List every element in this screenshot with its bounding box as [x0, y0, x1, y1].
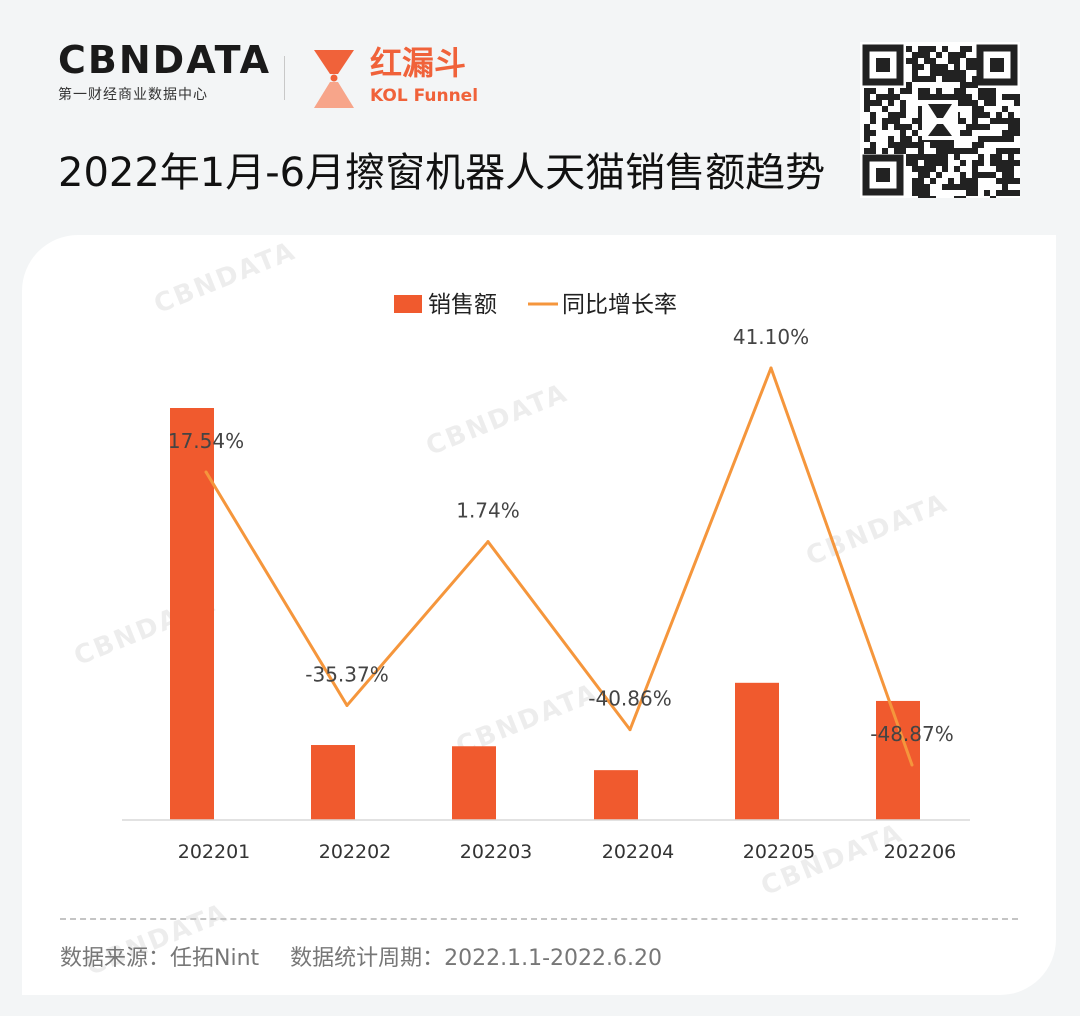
data-label-202204: -40.86% [588, 687, 671, 711]
bar-202206 [876, 700, 920, 820]
header: CBNDATA 第一财经商业数据中心 红漏斗 KOL Funnel 2022年1… [0, 0, 1080, 230]
data-source: 数据来源：任拓Nint [60, 946, 260, 971]
sales-trend-chart: 销售额 同比增长率 17.54% -35.37% 1.74% -40.86% 41.10%… [122, 292, 970, 863]
brand-divider [284, 56, 285, 100]
line-series [204, 366, 914, 767]
chart-card: CBNDATA CBNDATA CBNDATA CBNDATA CBNDATA … [22, 235, 1056, 995]
data-label-202203: 1.74% [456, 499, 520, 523]
bar-series [170, 408, 920, 820]
chart-legend: 销售额 同比增长率 [394, 292, 677, 318]
footer-source: 数据来源：任拓Nint 数据统计周期：2022.1.1-2022.6.20 [60, 940, 686, 972]
data-label-202206: -48.87% [870, 722, 953, 746]
page-title: 2022年1月-6月擦窗机器人天猫销售额趋势 [58, 150, 826, 196]
bar-202201 [170, 408, 214, 820]
bar-202203 [452, 746, 496, 820]
x-tick-labels: 202201 202202 202203 202204 202205 202206 [178, 841, 957, 863]
x-tick-202205: 202205 [743, 841, 816, 863]
x-tick-202203: 202203 [460, 841, 533, 863]
bar-202204 [594, 770, 638, 820]
growth-rate-line [204, 366, 914, 766]
cbndata-logo-text: CBNDATA [58, 38, 272, 82]
data-label-202201: 17.54% [168, 429, 244, 453]
line-point-202204 [628, 728, 632, 732]
cbndata-logo: CBNDATA 第一财经商业数据中心 [58, 40, 271, 104]
line-point-202205 [769, 366, 773, 370]
x-tick-202201: 202201 [178, 841, 251, 863]
legend-swatch-sales [394, 295, 422, 313]
line-point-202203 [486, 540, 490, 544]
x-tick-202206: 202206 [884, 841, 957, 863]
data-period: 数据统计周期：2022.1.1-2022.6.20 [290, 946, 663, 971]
bar-202205 [735, 682, 779, 820]
x-tick-202204: 202204 [602, 841, 675, 863]
line-point-202202 [345, 703, 349, 707]
x-tick-202202: 202202 [319, 841, 392, 863]
line-point-202206 [910, 763, 914, 767]
cbndata-subtitle: 第一财经商业数据中心 [58, 87, 208, 103]
data-label-202205: 41.10% [733, 325, 809, 349]
kol-funnel-en: KOL Funnel [370, 86, 479, 106]
kol-funnel-cn: 红漏斗 [370, 44, 467, 82]
bar-202202 [311, 745, 355, 820]
legend-label-sales: 销售额 [428, 292, 497, 318]
legend-label-growth: 同比增长率 [562, 292, 677, 318]
qr-code [860, 42, 1020, 198]
line-point-202201 [204, 470, 208, 474]
data-label-202202: -35.37% [305, 662, 388, 686]
funnel-icon [314, 50, 354, 108]
line-labels: 17.54% -35.37% 1.74% -40.86% 41.10% -48.87% [168, 325, 954, 746]
footer-divider [60, 918, 1018, 920]
